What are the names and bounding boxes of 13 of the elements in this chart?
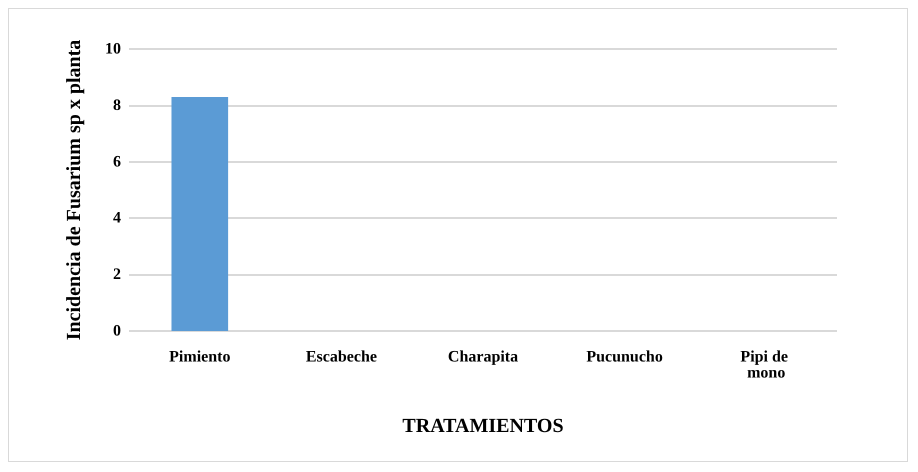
y-axis-title: Incidencia de Fusarium sp x planta (63, 40, 85, 340)
x-axis-title: TRATAMIENTOS (402, 415, 564, 437)
y-tick-label: 10 (105, 40, 121, 58)
x-tick-label: Escabeche (306, 348, 377, 366)
x-tick-label: Pimiento (169, 348, 230, 366)
x-tick-label: Pipi de mono (740, 348, 792, 382)
x-tick-label: Charapita (448, 348, 518, 366)
y-tick-label: 0 (113, 322, 121, 340)
y-tick-label: 6 (113, 153, 121, 170)
y-tick-label: 2 (113, 266, 121, 284)
y-tick-label: 8 (113, 96, 121, 114)
x-tick-label: Pucunucho (586, 348, 663, 366)
y-tick-label: 4 (113, 210, 121, 227)
